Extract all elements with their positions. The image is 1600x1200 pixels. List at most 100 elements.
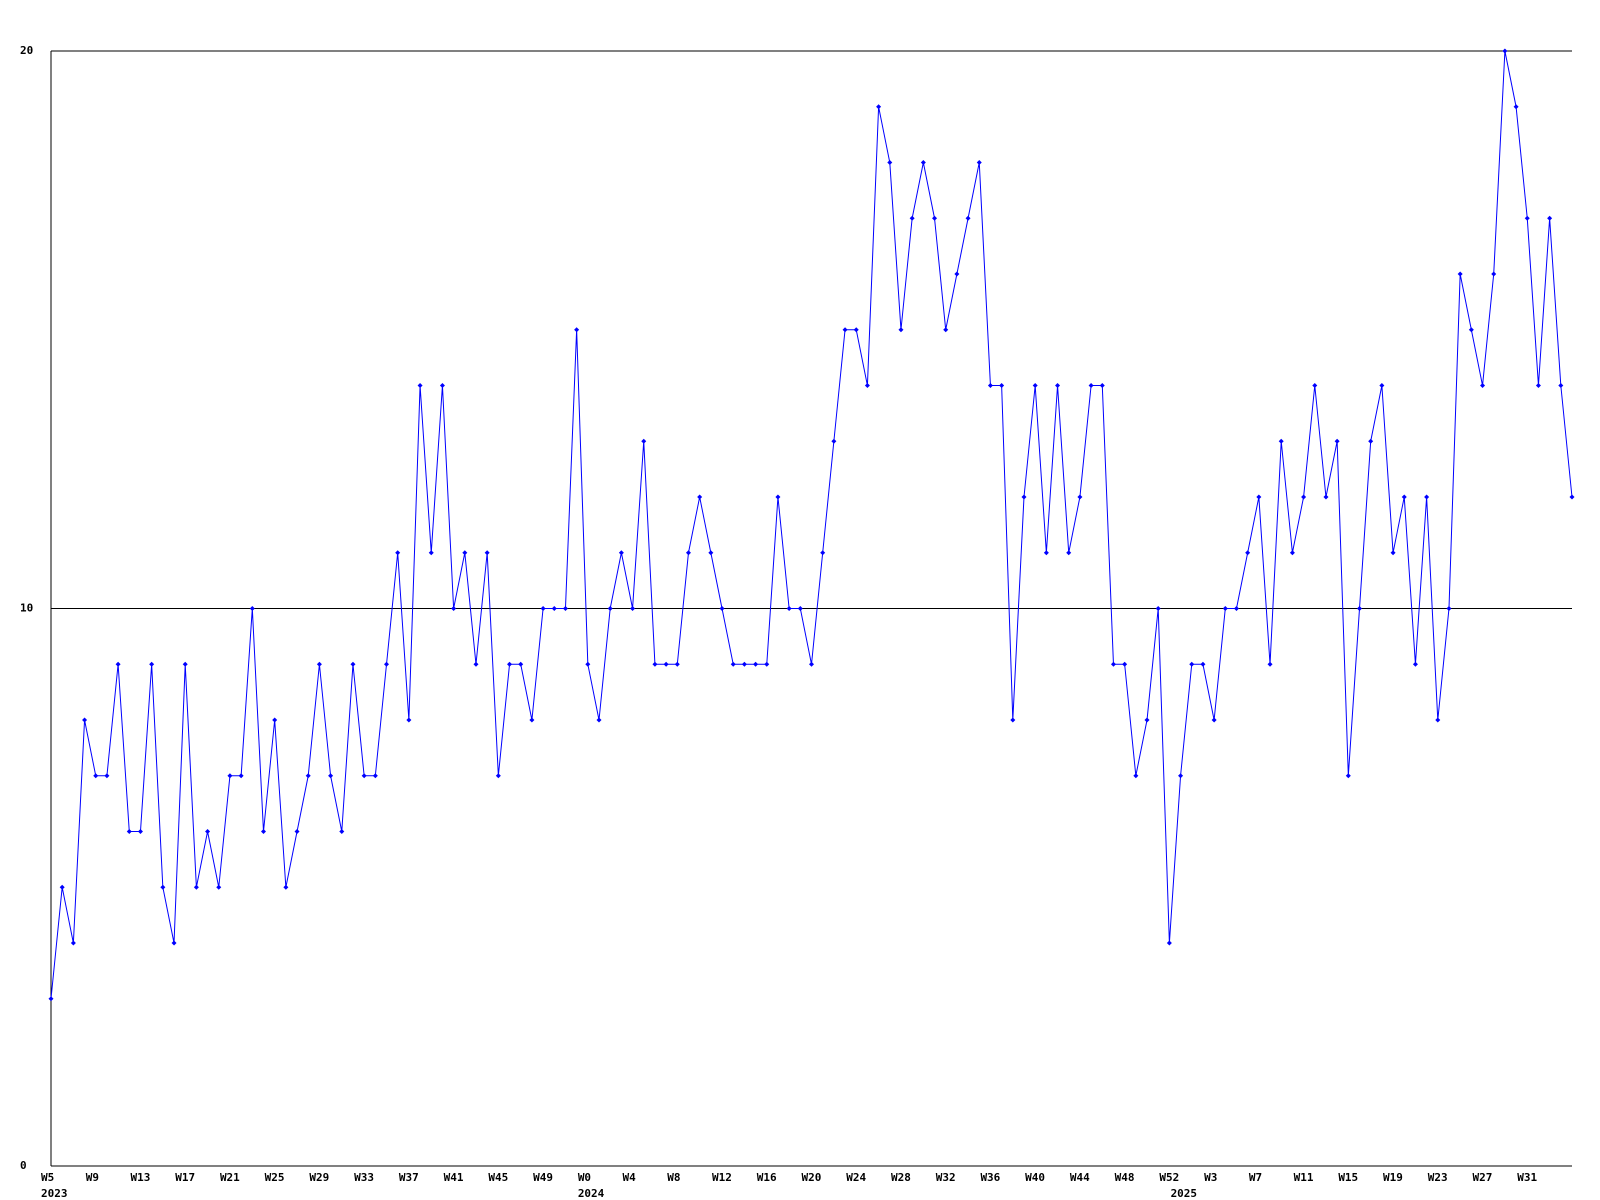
point (1211, 717, 1217, 723)
point (999, 383, 1005, 388)
point (350, 661, 356, 667)
point (1222, 606, 1228, 611)
point (764, 661, 770, 667)
point (395, 550, 401, 556)
y-tick-label: 10 (20, 602, 33, 615)
x-tick-label: W4 (623, 1171, 637, 1184)
point (1368, 438, 1374, 444)
point (1066, 550, 1072, 556)
point (987, 383, 993, 388)
point (618, 550, 624, 556)
point (607, 606, 613, 611)
point (1401, 494, 1407, 500)
point (238, 773, 244, 779)
point (842, 327, 848, 333)
point (864, 383, 870, 388)
point (1502, 48, 1508, 54)
point (406, 717, 412, 723)
x-tick-label: W36 (980, 1171, 1000, 1184)
point (797, 606, 803, 611)
point (294, 829, 300, 834)
x-tick-label: W9 (86, 1171, 99, 1184)
x-tick-label: W33 (354, 1171, 374, 1184)
point (1189, 661, 1195, 667)
point (1043, 550, 1049, 556)
point (1547, 215, 1553, 221)
point (562, 606, 568, 611)
point (372, 773, 378, 779)
point (1334, 438, 1340, 444)
point (596, 717, 602, 723)
x-tick-label: W8 (667, 1171, 680, 1184)
point (741, 661, 747, 667)
point (1200, 661, 1206, 667)
point (1524, 215, 1530, 221)
point (1357, 606, 1363, 611)
point (1446, 606, 1452, 611)
point (484, 550, 490, 556)
point (48, 996, 54, 1002)
point (70, 940, 76, 946)
point (507, 661, 513, 667)
point (160, 884, 166, 890)
point (283, 884, 289, 890)
x-tick-label: W11 (1294, 1171, 1314, 1184)
point (1480, 383, 1486, 388)
x-year-label: 2023 (41, 1187, 68, 1200)
point (361, 773, 367, 779)
x-year-label: 2024 (578, 1187, 605, 1200)
point (462, 550, 468, 556)
point (339, 829, 345, 834)
point (708, 550, 714, 556)
point (551, 606, 557, 611)
point (663, 661, 669, 667)
point (1233, 606, 1239, 611)
point (775, 494, 781, 500)
point (932, 215, 938, 221)
x-tick-label: W52 (1159, 1171, 1179, 1184)
x-tick-label: W32 (936, 1171, 956, 1184)
point (954, 271, 960, 277)
x-tick-label: W7 (1249, 1171, 1262, 1184)
x-tick-label: W24 (846, 1171, 866, 1184)
point (820, 550, 826, 556)
point (1345, 773, 1351, 779)
point (384, 661, 390, 667)
point (59, 884, 65, 890)
point (149, 661, 155, 667)
y-tick-label: 20 (20, 44, 33, 57)
x-tick-label: W49 (533, 1171, 553, 1184)
point (1289, 550, 1295, 556)
point (260, 829, 266, 834)
point (630, 606, 636, 611)
x-tick-label: W29 (309, 1171, 329, 1184)
point (193, 884, 199, 890)
x-tick-label: W45 (488, 1171, 508, 1184)
point (1513, 104, 1519, 110)
x-tick-label: W23 (1428, 1171, 1448, 1184)
point (887, 160, 893, 165)
point (920, 160, 926, 165)
point (540, 606, 546, 611)
point (585, 661, 591, 667)
point (909, 215, 915, 221)
x-tick-label: W31 (1517, 1171, 1537, 1184)
point (439, 383, 445, 388)
point (1099, 383, 1105, 388)
point (753, 661, 759, 667)
point (126, 829, 132, 834)
point (831, 438, 837, 444)
point (227, 773, 233, 779)
point (1558, 383, 1564, 388)
point (216, 884, 222, 890)
point (137, 829, 143, 834)
point (1122, 661, 1128, 667)
point (809, 661, 814, 667)
x-tick-label: W13 (130, 1171, 150, 1184)
x-tick-label: W19 (1383, 1171, 1403, 1184)
y-tick-label: 0 (20, 1159, 27, 1172)
x-year-label: 2025 (1171, 1187, 1198, 1200)
point (976, 160, 982, 165)
point (697, 494, 703, 500)
